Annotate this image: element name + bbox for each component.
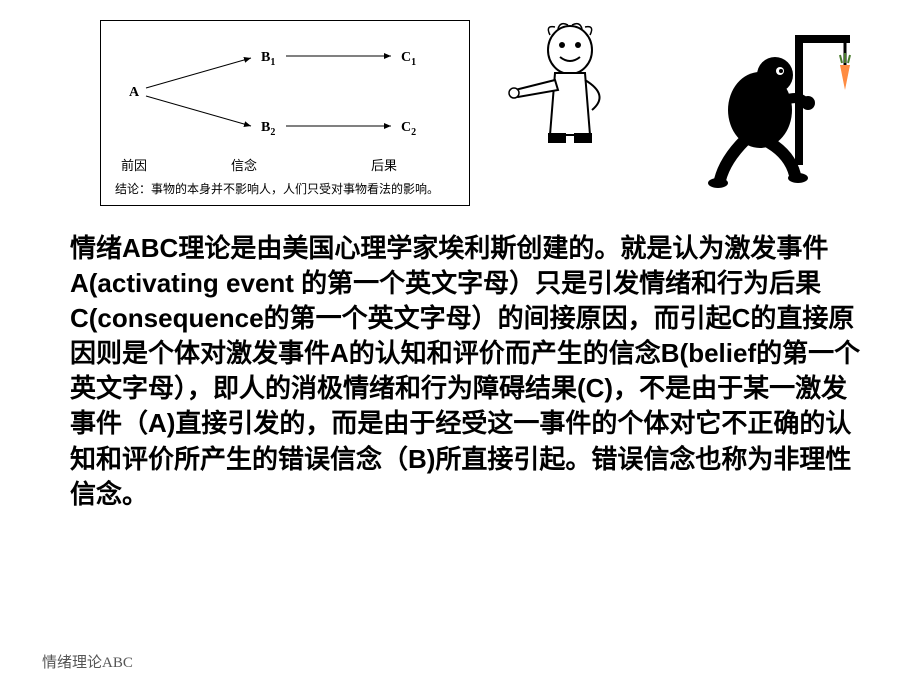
node-b1: B1 [261, 50, 275, 68]
label-belief: 信念 [231, 155, 371, 174]
diagram-labels: 前因 信念 后果 [111, 155, 459, 174]
node-c1: C1 [401, 50, 416, 68]
node-b2: B2 [261, 120, 275, 138]
node-a: A [129, 85, 140, 100]
arrow-a-b2 [146, 96, 251, 126]
label-consequence: 后果 [371, 155, 397, 174]
cartoon-pointing-man [500, 15, 640, 155]
abc-diagram-box: A B1 B2 C1 C2 前因 信念 后果 结论：事物的本身并不影响人，人们只… [100, 20, 470, 206]
main-paragraph: 情绪ABC理论是由美国心理学家埃利斯创建的。就是认为激发事件A(activati… [0, 206, 920, 512]
cartoon-carrot-runner [700, 25, 870, 195]
label-cause: 前因 [121, 155, 231, 174]
node-c2: C2 [401, 120, 416, 138]
abc-diagram-svg: A B1 B2 C1 C2 [111, 36, 461, 146]
footer-title: 情绪理论ABC [42, 651, 133, 672]
diagram-conclusion: 结论：事物的本身并不影响人，人们只受对事物看法的影响。 [111, 180, 459, 197]
arrow-a-b1 [146, 58, 251, 88]
